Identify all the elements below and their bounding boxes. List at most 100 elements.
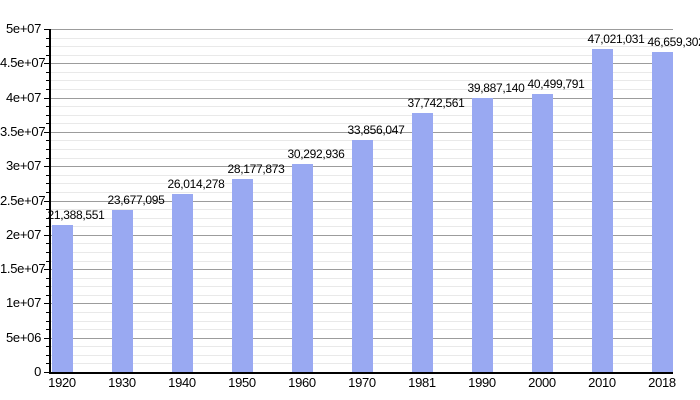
y-tick-label: 4e+07 bbox=[5, 90, 41, 105]
bar-2000 bbox=[532, 94, 553, 372]
y-tick-mark-major bbox=[44, 29, 49, 30]
gridline-minor bbox=[51, 80, 673, 81]
gridline-minor bbox=[51, 46, 673, 47]
gridline-major bbox=[51, 132, 673, 133]
y-tick-label: 3.5e+07 bbox=[0, 124, 46, 139]
y-tick-mark-minor bbox=[46, 329, 49, 330]
gridline-minor bbox=[51, 38, 673, 39]
bar-1920 bbox=[52, 225, 73, 372]
y-tick-mark-minor bbox=[46, 89, 49, 90]
y-tick-mark-minor bbox=[46, 158, 49, 159]
bar-value-label: 39,887,140 bbox=[467, 81, 525, 95]
y-tick-mark-major bbox=[44, 303, 49, 304]
y-tick-label: 5e+07 bbox=[5, 21, 41, 36]
x-tick-label: 1930 bbox=[108, 375, 136, 390]
bar-2010 bbox=[592, 49, 613, 372]
x-tick-label: 1950 bbox=[228, 375, 256, 390]
bar-value-label: 26,014,278 bbox=[167, 177, 225, 191]
bar-value-label: 28,177,873 bbox=[227, 162, 285, 176]
bar-value-label: 21,388,551 bbox=[47, 208, 105, 222]
bar-2018 bbox=[652, 52, 673, 372]
y-tick-mark-minor bbox=[46, 46, 49, 47]
gridline-minor bbox=[51, 106, 673, 107]
bar-value-label: 30,292,936 bbox=[287, 147, 345, 161]
gridline-minor bbox=[51, 89, 673, 90]
plot-area: 21,388,551 23,677,095 26,014,278 28,177,873… bbox=[47, 29, 700, 374]
y-tick-mark-minor bbox=[46, 218, 49, 219]
y-tick-mark-minor bbox=[46, 321, 49, 322]
y-tick-mark-minor bbox=[46, 346, 49, 347]
y-tick-label: 0 bbox=[34, 364, 41, 379]
y-tick-label: 2.5e+07 bbox=[0, 193, 46, 208]
y-tick-mark-minor bbox=[46, 106, 49, 107]
gridline-major bbox=[51, 63, 673, 64]
x-tick-label: 2018 bbox=[648, 375, 676, 390]
x-tick-label: 1990 bbox=[468, 375, 496, 390]
bar-value-label: 23,677,095 bbox=[107, 193, 165, 207]
y-tick-mark-major bbox=[44, 338, 49, 339]
bar-value-label: 33,856,047 bbox=[347, 123, 405, 137]
y-tick-mark-minor bbox=[46, 149, 49, 150]
y-tick-mark-minor bbox=[46, 295, 49, 296]
y-tick-label: 1.5e+07 bbox=[0, 261, 46, 276]
y-tick-mark-major bbox=[44, 132, 49, 133]
y-tick-label: 2e+07 bbox=[5, 227, 41, 242]
y-tick-label: 5e+06 bbox=[5, 330, 41, 345]
gridline-minor bbox=[51, 115, 673, 116]
y-tick-mark-minor bbox=[46, 243, 49, 244]
y-tick-mark-minor bbox=[46, 278, 49, 279]
y-tick-mark-minor bbox=[46, 252, 49, 253]
y-tick-label: 1e+07 bbox=[5, 295, 41, 310]
x-tick-label: 2010 bbox=[588, 375, 616, 390]
gridline-minor bbox=[51, 72, 673, 73]
y-tick-label: 3e+07 bbox=[5, 158, 41, 173]
bar-1960 bbox=[292, 164, 313, 372]
y-tick-mark-minor bbox=[46, 123, 49, 124]
x-tick-label: 2000 bbox=[528, 375, 556, 390]
y-tick-mark-minor bbox=[46, 72, 49, 73]
y-tick-mark-minor bbox=[46, 192, 49, 193]
y-tick-mark-minor bbox=[46, 363, 49, 364]
bar-value-label: 37,742,561 bbox=[407, 96, 465, 110]
y-tick-mark-minor bbox=[46, 183, 49, 184]
y-tick-mark-minor bbox=[46, 38, 49, 39]
bar-1981 bbox=[412, 113, 433, 372]
y-tick-mark-minor bbox=[46, 261, 49, 262]
y-tick-mark-minor bbox=[46, 286, 49, 287]
y-tick-mark-major bbox=[44, 269, 49, 270]
bar-value-label: 46,659,302 bbox=[647, 35, 700, 49]
y-tick-mark-major bbox=[44, 235, 49, 236]
gridline-minor bbox=[51, 123, 673, 124]
y-tick-mark-minor bbox=[46, 80, 49, 81]
gridline-major bbox=[51, 98, 673, 99]
y-tick-mark-minor bbox=[46, 140, 49, 141]
bar-1970 bbox=[352, 140, 373, 372]
y-tick-mark-minor bbox=[46, 226, 49, 227]
y-tick-mark-major bbox=[44, 201, 49, 202]
y-tick-mark-minor bbox=[46, 355, 49, 356]
gridline-major bbox=[51, 29, 673, 30]
bar-1930 bbox=[112, 210, 133, 372]
bar-value-label: 40,499,791 bbox=[527, 77, 585, 91]
y-tick-mark-major bbox=[44, 372, 49, 373]
bar-1950 bbox=[232, 179, 253, 372]
x-tick-label: 1970 bbox=[348, 375, 376, 390]
y-tick-mark-major bbox=[44, 166, 49, 167]
y-tick-mark-minor bbox=[46, 55, 49, 56]
x-tick-label: 1960 bbox=[288, 375, 316, 390]
y-tick-mark-minor bbox=[46, 115, 49, 116]
x-tick-label: 1981 bbox=[408, 375, 436, 390]
bar-1940 bbox=[172, 194, 193, 372]
gridline-minor bbox=[51, 55, 673, 56]
y-tick-mark-minor bbox=[46, 175, 49, 176]
y-tick-mark-minor bbox=[46, 209, 49, 210]
y-tick-label: 4.5e+07 bbox=[0, 55, 46, 70]
y-tick-mark-major bbox=[44, 98, 49, 99]
y-tick-mark-major bbox=[44, 63, 49, 64]
bar-value-label: 47,021,031 bbox=[587, 32, 645, 46]
x-tick-label: 1940 bbox=[168, 375, 196, 390]
x-tick-label: 1920 bbox=[48, 375, 76, 390]
bar-1990 bbox=[472, 98, 493, 372]
y-tick-mark-minor bbox=[46, 312, 49, 313]
